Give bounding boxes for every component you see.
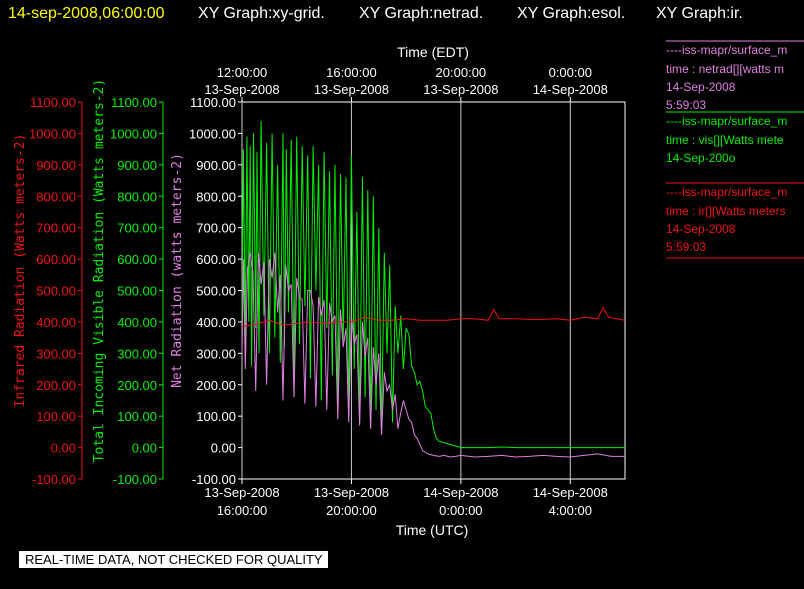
vis-axis-title: Total Incoming Visible Radiation (Watts … (92, 79, 107, 463)
ir-tick-label: 200.00 (36, 378, 76, 393)
ir-tick-label: 1100.00 (30, 95, 76, 110)
top-tick-label: 13-Sep-2008 (423, 82, 498, 97)
legend-variable: time : vis[][Watts mete (666, 133, 784, 147)
series-line-vis (241, 120, 625, 449)
net-tick-label: 0.00 (211, 441, 236, 456)
legend-source: ----iss-mapr/surface_m (666, 185, 787, 199)
vis-tick-label: 0.00 (132, 441, 157, 456)
ir-tick-label: 900.00 (36, 158, 76, 173)
bottom-tick-label: 13-Sep-2008 (204, 485, 279, 500)
top-tick-label: 16:00:00 (326, 65, 377, 80)
bottom-tick-label: 0:00:00 (439, 503, 482, 518)
net-tick-label: 500.00 (196, 284, 236, 299)
net-tick-label: 1000.00 (189, 126, 236, 141)
bottom-tick-label: 4:00:00 (549, 503, 592, 518)
header-graph-title: XY Graph:netrad. (359, 5, 483, 22)
net-tick-label: 700.00 (196, 221, 236, 236)
top-tick-label: 13-Sep-2008 (204, 82, 279, 97)
ir-tick-label: 0.00 (51, 441, 76, 456)
net-tick-label: 200.00 (196, 378, 236, 393)
header-graph-title: XY Graph:esol. (517, 5, 625, 22)
footer-note: REAL-TIME DATA, NOT CHECKED FOR QUALITY (19, 551, 328, 568)
top-tick-label: 14-Sep-2008 (533, 82, 608, 97)
vis-tick-label: -100.00 (113, 472, 157, 487)
top-tick-label: 13-Sep-2008 (314, 82, 389, 97)
net-tick-label: 100.00 (196, 409, 236, 424)
ir-tick-label: 1000.00 (29, 126, 76, 141)
net-axis-title: Net Radiation (watts meters-2) (170, 153, 185, 388)
ir-axis-title: Infrared Radiation (Watts meters-2) (13, 134, 28, 408)
legend-source: ----iss-mapr/surface_m (666, 114, 787, 128)
legend-variable: time : ir[][Watts meters (666, 204, 786, 218)
vis-tick-label: 1000.00 (110, 126, 157, 141)
header-graph-title: XY Graph:ir. (656, 5, 743, 22)
vis-tick-label: 700.00 (117, 221, 157, 236)
legend-date: 14-Sep-2008 (666, 222, 736, 236)
vis-tick-label: 500.00 (117, 284, 157, 299)
net-tick-label: 400.00 (196, 315, 236, 330)
legend-source: ----iss-mapr/surface_m (666, 43, 787, 57)
ir-tick-label: 600.00 (36, 252, 76, 267)
vis-tick-label: 100.00 (117, 409, 157, 424)
net-tick-label: 600.00 (196, 252, 236, 267)
legend-date: 14-Sep-2008 (666, 80, 736, 94)
bottom-tick-label: 20:00:00 (326, 503, 377, 518)
top-tick-label: 12:00:00 (217, 65, 268, 80)
vis-tick-label: 1100.00 (111, 95, 157, 110)
vis-tick-label: 300.00 (117, 346, 157, 361)
vis-tick-label: 900.00 (117, 158, 157, 173)
top-axis-label: Time (EDT) (397, 44, 469, 60)
series-line-net (241, 252, 625, 458)
vis-tick-label: 400.00 (117, 315, 157, 330)
net-tick-label: 300.00 (196, 346, 236, 361)
series-line-ir (241, 306, 626, 328)
vis-tick-label: 200.00 (117, 378, 157, 393)
bottom-tick-label: 14-Sep-2008 (533, 485, 608, 500)
vis-tick-label: 600.00 (117, 252, 157, 267)
vis-tick-label: 800.00 (117, 189, 157, 204)
legend-variable: time : netrad[][watts m (666, 62, 784, 76)
ir-tick-label: 800.00 (36, 189, 76, 204)
ir-tick-label: 100.00 (36, 409, 76, 424)
legend-time: 5:59:03 (666, 98, 706, 112)
ir-tick-label: 400.00 (36, 315, 76, 330)
bottom-tick-label: 16:00:00 (217, 503, 268, 518)
net-tick-label: 900.00 (196, 158, 236, 173)
bottom-axis-label: Time (UTC) (396, 522, 469, 538)
ir-tick-label: -100.00 (32, 472, 76, 487)
bottom-tick-label: 13-Sep-2008 (314, 485, 389, 500)
bottom-tick-label: 14-Sep-2008 (423, 485, 498, 500)
header-graph-title: XY Graph:xy-grid. (198, 5, 325, 22)
net-tick-label: 1100.00 (190, 95, 236, 110)
legend-date: 14-Sep-200o (666, 151, 736, 165)
top-tick-label: 20:00:00 (436, 65, 487, 80)
ir-tick-label: 700.00 (36, 221, 76, 236)
top-tick-label: 0:00:00 (549, 65, 592, 80)
net-tick-label: -100.00 (192, 472, 236, 487)
ir-tick-label: 500.00 (36, 284, 76, 299)
header-timestamp: 14-sep-2008,06:00:00 (8, 5, 165, 22)
plot-frame (241, 101, 626, 480)
legend-time: 5:59:03 (666, 240, 706, 254)
ir-tick-label: 300.00 (36, 346, 76, 361)
net-tick-label: 800.00 (196, 189, 236, 204)
